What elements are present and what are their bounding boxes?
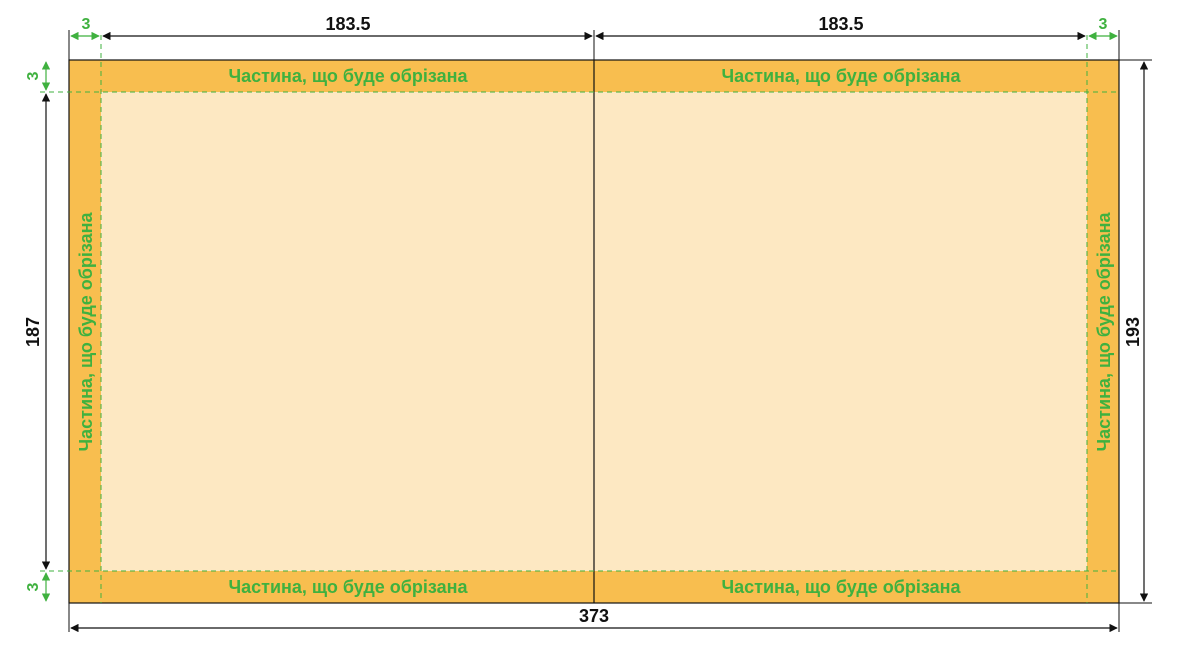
bleed-label-bottom-right: Частина, що буде обрізана: [722, 577, 962, 597]
bleed-label-left: Частина, що буде обрізана: [76, 212, 96, 452]
dimension-bleed-bottom-label: 3: [25, 582, 42, 591]
bleed-label-top-right: Частина, що буде обрізана: [722, 66, 962, 86]
bleed-label-right: Частина, що буде обрізана: [1094, 212, 1114, 452]
dimension-total-width-label: 373: [579, 606, 609, 626]
dimension-bleed-right-label: 3: [1099, 16, 1108, 33]
dimension-total-height-label: 193: [1123, 317, 1143, 347]
dimension-half-left-label: 183.5: [325, 14, 370, 34]
dimension-half-right-label: 183.5: [818, 14, 863, 34]
bleed-label-bottom-left: Частина, що буде обрізана: [229, 577, 469, 597]
dimension-trim-height-label: 187: [23, 317, 43, 347]
dimension-bleed-left-label: 3: [82, 16, 91, 33]
bleed-label-top-left: Частина, що буде обрізана: [229, 66, 469, 86]
dimension-bleed-top-label: 3: [25, 71, 42, 80]
